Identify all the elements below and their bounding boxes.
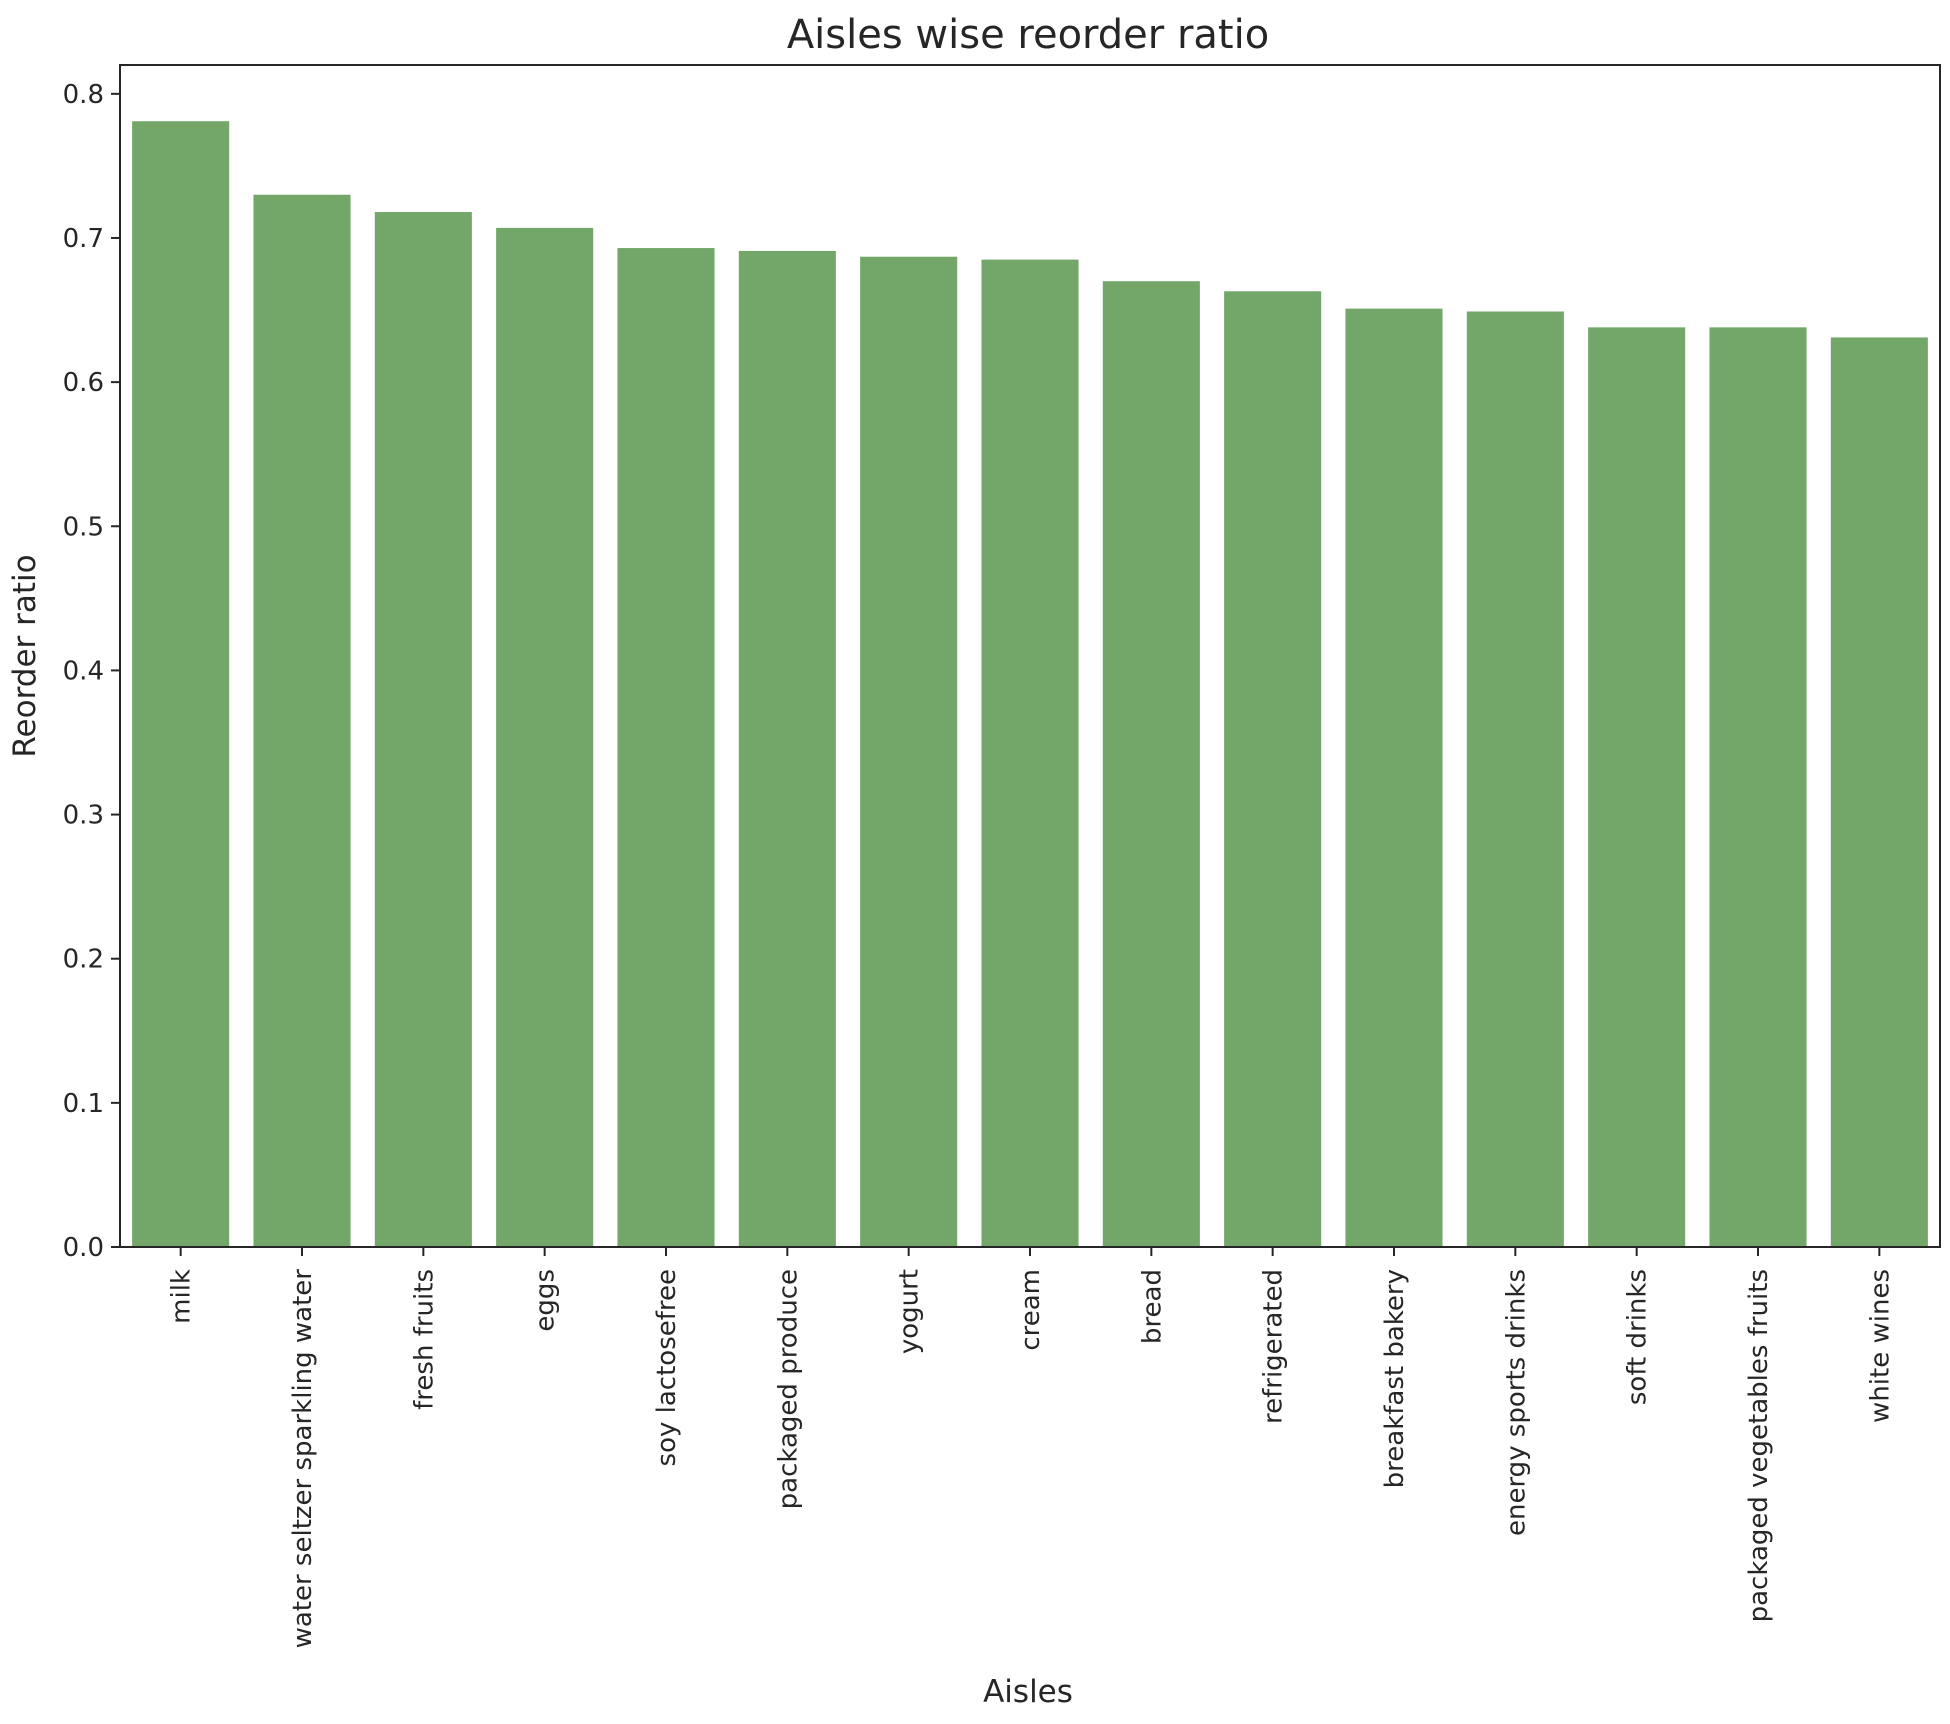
bar (374, 212, 472, 1247)
x-tick-label: white wines (1865, 1269, 1895, 1423)
bar (860, 256, 958, 1248)
x-tick-label: packaged produce (773, 1269, 803, 1509)
y-tick-label: 0.8 (63, 80, 104, 110)
y-axis-label: Reorder ratio (7, 554, 43, 757)
x-tick-label: milk (167, 1269, 197, 1324)
bar (1345, 308, 1443, 1248)
bar (738, 250, 836, 1247)
x-tick-label: energy sports drinks (1501, 1269, 1531, 1536)
x-tick-label: water seltzer sparkling water (288, 1269, 318, 1649)
x-tick-label: soy lactosefree (652, 1269, 682, 1466)
x-tick-label: yogurt (895, 1269, 925, 1354)
x-axis-label: Aisles (983, 1674, 1073, 1710)
x-tick-label: fresh fruits (409, 1269, 439, 1410)
y-tick-label: 0.3 (63, 801, 104, 831)
y-tick-label: 0.1 (63, 1089, 104, 1119)
bar (1224, 291, 1322, 1247)
x-axis: milk water seltzer sparkling water fresh f… (167, 1247, 1895, 1649)
bar (1830, 337, 1928, 1247)
bar (1466, 311, 1564, 1247)
x-tick-label: packaged vegetables fruits (1744, 1269, 1774, 1622)
bar (1588, 327, 1686, 1248)
bar (1102, 281, 1200, 1248)
bars-group (132, 121, 1928, 1248)
bar (132, 121, 230, 1248)
x-tick-label: eggs (531, 1269, 561, 1332)
x-tick-label: breakfast bakery (1380, 1269, 1410, 1488)
chart-title: Aisles wise reorder ratio (787, 12, 1269, 58)
y-tick-label: 0.6 (63, 368, 104, 398)
x-tick-label: soft drinks (1623, 1269, 1653, 1405)
bar (253, 194, 351, 1248)
x-tick-label: bread (1137, 1269, 1167, 1344)
y-tick-label: 0.2 (63, 945, 104, 975)
y-tick-label: 0.5 (63, 512, 104, 542)
y-tick-label: 0.0 (63, 1233, 104, 1263)
bar (617, 248, 715, 1247)
bar (1709, 327, 1807, 1248)
y-axis: 0.0 0.1 0.2 0.3 0.4 0.5 0.6 0.7 0.8 (63, 80, 120, 1263)
x-tick-label: refrigerated (1259, 1269, 1289, 1424)
x-tick-label: cream (1016, 1269, 1046, 1351)
bar (496, 227, 594, 1247)
y-tick-label: 0.4 (63, 656, 104, 686)
bar (981, 259, 1079, 1248)
y-tick-label: 0.7 (63, 224, 104, 254)
plot-frame (119, 64, 1941, 1248)
